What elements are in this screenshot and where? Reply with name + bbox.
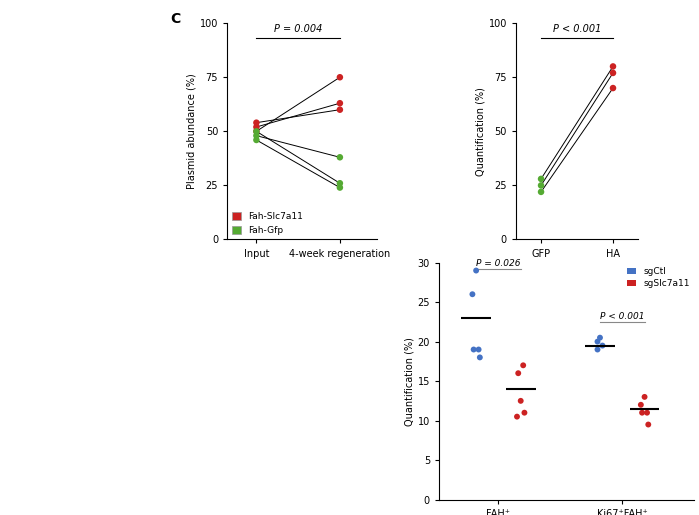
Point bbox=[473, 346, 484, 354]
Point bbox=[642, 408, 653, 417]
Point bbox=[592, 346, 603, 354]
Point bbox=[468, 346, 480, 354]
Y-axis label: Quantification (%): Quantification (%) bbox=[476, 87, 486, 176]
Y-axis label: Quantification (%): Quantification (%) bbox=[405, 337, 415, 425]
Point bbox=[517, 361, 528, 369]
Point bbox=[639, 393, 650, 401]
Point bbox=[637, 408, 648, 417]
Point bbox=[251, 127, 262, 135]
Point bbox=[515, 397, 526, 405]
Legend: Fah-Slc7a11, Fah-Gfp: Fah-Slc7a11, Fah-Gfp bbox=[231, 212, 303, 235]
Point bbox=[535, 188, 547, 196]
Point bbox=[251, 127, 262, 135]
Text: P = 0.004: P = 0.004 bbox=[274, 24, 322, 34]
Point bbox=[607, 69, 619, 77]
Point bbox=[334, 179, 345, 187]
Point bbox=[519, 408, 530, 417]
Point bbox=[334, 153, 345, 161]
Point bbox=[334, 73, 345, 81]
Point bbox=[474, 353, 485, 362]
Text: C: C bbox=[170, 12, 180, 26]
Point bbox=[512, 413, 523, 421]
Point bbox=[642, 420, 654, 428]
Text: P < 0.001: P < 0.001 bbox=[553, 24, 601, 34]
Point bbox=[251, 123, 262, 131]
Point bbox=[535, 175, 547, 183]
Point bbox=[470, 266, 482, 274]
Text: P = 0.026: P = 0.026 bbox=[476, 259, 521, 268]
Point bbox=[251, 136, 262, 144]
Point bbox=[251, 118, 262, 127]
Legend: sgCtl, sgSlc7a11: sgCtl, sgSlc7a11 bbox=[627, 267, 690, 288]
Point bbox=[535, 181, 547, 190]
Point bbox=[597, 341, 608, 350]
Text: P < 0.001: P < 0.001 bbox=[600, 312, 644, 321]
Point bbox=[251, 131, 262, 140]
Point bbox=[594, 334, 605, 342]
Point bbox=[635, 401, 647, 409]
Point bbox=[512, 369, 524, 377]
Point bbox=[592, 337, 603, 346]
Point bbox=[334, 183, 345, 192]
Point bbox=[467, 290, 478, 298]
Point bbox=[334, 106, 345, 114]
Point bbox=[334, 99, 345, 107]
Point bbox=[607, 62, 619, 71]
Y-axis label: Plasmid abundance (%): Plasmid abundance (%) bbox=[187, 74, 197, 189]
Point bbox=[607, 84, 619, 92]
